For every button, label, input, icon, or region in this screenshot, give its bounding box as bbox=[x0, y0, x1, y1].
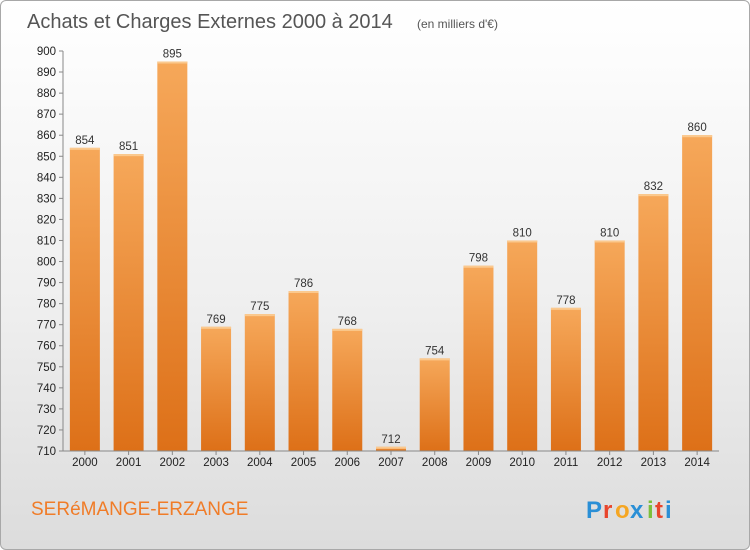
y-tick-label: 880 bbox=[37, 88, 56, 100]
x-tick-label: 2006 bbox=[334, 457, 360, 469]
x-tick-label: 2007 bbox=[378, 457, 404, 469]
bar-top-highlight bbox=[69, 147, 100, 150]
y-tick-label: 870 bbox=[37, 109, 56, 121]
y-tick-label: 830 bbox=[37, 193, 56, 205]
bar-top-highlight bbox=[550, 307, 581, 310]
bar-top-highlight bbox=[113, 154, 144, 157]
x-tick-label: 2008 bbox=[422, 457, 448, 469]
x-tick-label: 2009 bbox=[466, 457, 492, 469]
y-tick-label: 890 bbox=[37, 67, 56, 79]
x-tick-label: 2012 bbox=[597, 457, 623, 469]
bar-2011 bbox=[550, 307, 581, 451]
bar-top-highlight bbox=[638, 194, 669, 197]
value-label: 768 bbox=[338, 316, 357, 328]
bar-2014 bbox=[682, 135, 713, 452]
chart-title: Achats et Charges Externes 2000 à 2014 bbox=[27, 11, 393, 33]
chart-subtitle: (en milliers d'€) bbox=[417, 17, 498, 31]
bar-2007 bbox=[376, 446, 406, 451]
logo-letter: o bbox=[615, 497, 630, 524]
y-tick-label: 740 bbox=[37, 383, 56, 395]
y-tick-label: 860 bbox=[37, 130, 56, 142]
bar-2000 bbox=[69, 147, 100, 451]
x-tick-label: 2003 bbox=[203, 457, 229, 469]
y-tick-label: 710 bbox=[37, 446, 56, 458]
y-tick-label: 810 bbox=[37, 235, 56, 247]
y-axis: 710 720 730 740 750 760 770 780 790 800 810 820 830 8… bbox=[37, 46, 64, 458]
logo-letter: t bbox=[655, 497, 663, 524]
x-tick-label: 2013 bbox=[641, 457, 667, 469]
bar-2003 bbox=[201, 326, 232, 451]
bars-group: 854 851 895 769 775 786 768 712 754 798 810 778 810 8… bbox=[69, 49, 713, 452]
value-label: 754 bbox=[425, 345, 445, 357]
y-tick-label: 850 bbox=[37, 151, 56, 163]
logo-letter: i bbox=[647, 497, 654, 524]
value-label: 895 bbox=[163, 49, 182, 61]
y-tick-label: 750 bbox=[37, 362, 56, 374]
y-tick-label: 780 bbox=[37, 299, 56, 311]
bar-2004 bbox=[244, 314, 275, 451]
value-label: 810 bbox=[513, 227, 532, 239]
bar-top-highlight bbox=[376, 446, 406, 449]
y-tick-label: 800 bbox=[37, 257, 56, 269]
x-tick-label: 2005 bbox=[291, 457, 317, 469]
y-tick-label: 840 bbox=[37, 172, 56, 184]
bar-top-highlight bbox=[594, 240, 625, 243]
place-name: SERéMANGE-ERZANGE bbox=[31, 499, 248, 520]
value-label: 851 bbox=[119, 141, 138, 153]
y-tick-label: 770 bbox=[37, 320, 56, 332]
bar-2012 bbox=[594, 240, 625, 451]
value-label: 786 bbox=[294, 278, 313, 290]
logo-letter: x bbox=[630, 497, 644, 524]
value-label: 712 bbox=[381, 434, 400, 446]
bar-top-highlight bbox=[507, 240, 538, 243]
value-label: 854 bbox=[75, 135, 95, 147]
y-tick-label: 720 bbox=[37, 425, 56, 437]
value-label: 775 bbox=[250, 301, 269, 313]
value-label: 769 bbox=[206, 314, 225, 326]
x-tick-label: 2000 bbox=[72, 457, 98, 469]
value-label: 832 bbox=[644, 181, 663, 193]
x-tick-label: 2014 bbox=[684, 457, 710, 469]
bar-2010 bbox=[507, 240, 538, 451]
bar-top-highlight bbox=[419, 358, 450, 361]
bar-2006 bbox=[332, 328, 363, 451]
value-label: 810 bbox=[600, 227, 619, 239]
bar-top-highlight bbox=[682, 135, 713, 138]
bar-top-highlight bbox=[463, 265, 494, 268]
x-tick-label: 2010 bbox=[509, 457, 535, 469]
value-label: 860 bbox=[688, 122, 707, 134]
y-tick-label: 760 bbox=[37, 341, 56, 353]
bar-top-highlight bbox=[288, 291, 319, 293]
bar-top-highlight bbox=[201, 326, 232, 329]
bar-2008 bbox=[419, 358, 450, 451]
bar-2002 bbox=[157, 61, 188, 452]
value-label: 798 bbox=[469, 253, 488, 265]
y-tick-label: 790 bbox=[37, 278, 56, 290]
x-tick-label: 2001 bbox=[116, 457, 142, 469]
value-label: 778 bbox=[556, 295, 575, 307]
x-axis: 2000 2001 2002 2003 2004 2005 2006 2007 2008 2009… bbox=[63, 450, 719, 469]
x-tick-label: 2002 bbox=[160, 457, 186, 469]
bar-top-highlight bbox=[157, 61, 188, 64]
x-tick-label: 2004 bbox=[247, 457, 273, 469]
bar-2009 bbox=[463, 265, 494, 451]
x-tick-label: 2011 bbox=[554, 457, 579, 469]
bar-2005 bbox=[288, 291, 319, 451]
bar-top-highlight bbox=[244, 314, 275, 317]
logo-letter: r bbox=[603, 497, 612, 524]
bar-top-highlight bbox=[332, 328, 363, 331]
logo-letter: i bbox=[665, 497, 672, 524]
y-tick-label: 730 bbox=[37, 404, 56, 416]
bar-2001 bbox=[113, 154, 144, 451]
y-tick-label: 900 bbox=[37, 46, 56, 58]
bar-2013 bbox=[638, 194, 669, 451]
y-tick-label: 820 bbox=[37, 214, 56, 226]
logo-letter: P bbox=[586, 497, 602, 524]
